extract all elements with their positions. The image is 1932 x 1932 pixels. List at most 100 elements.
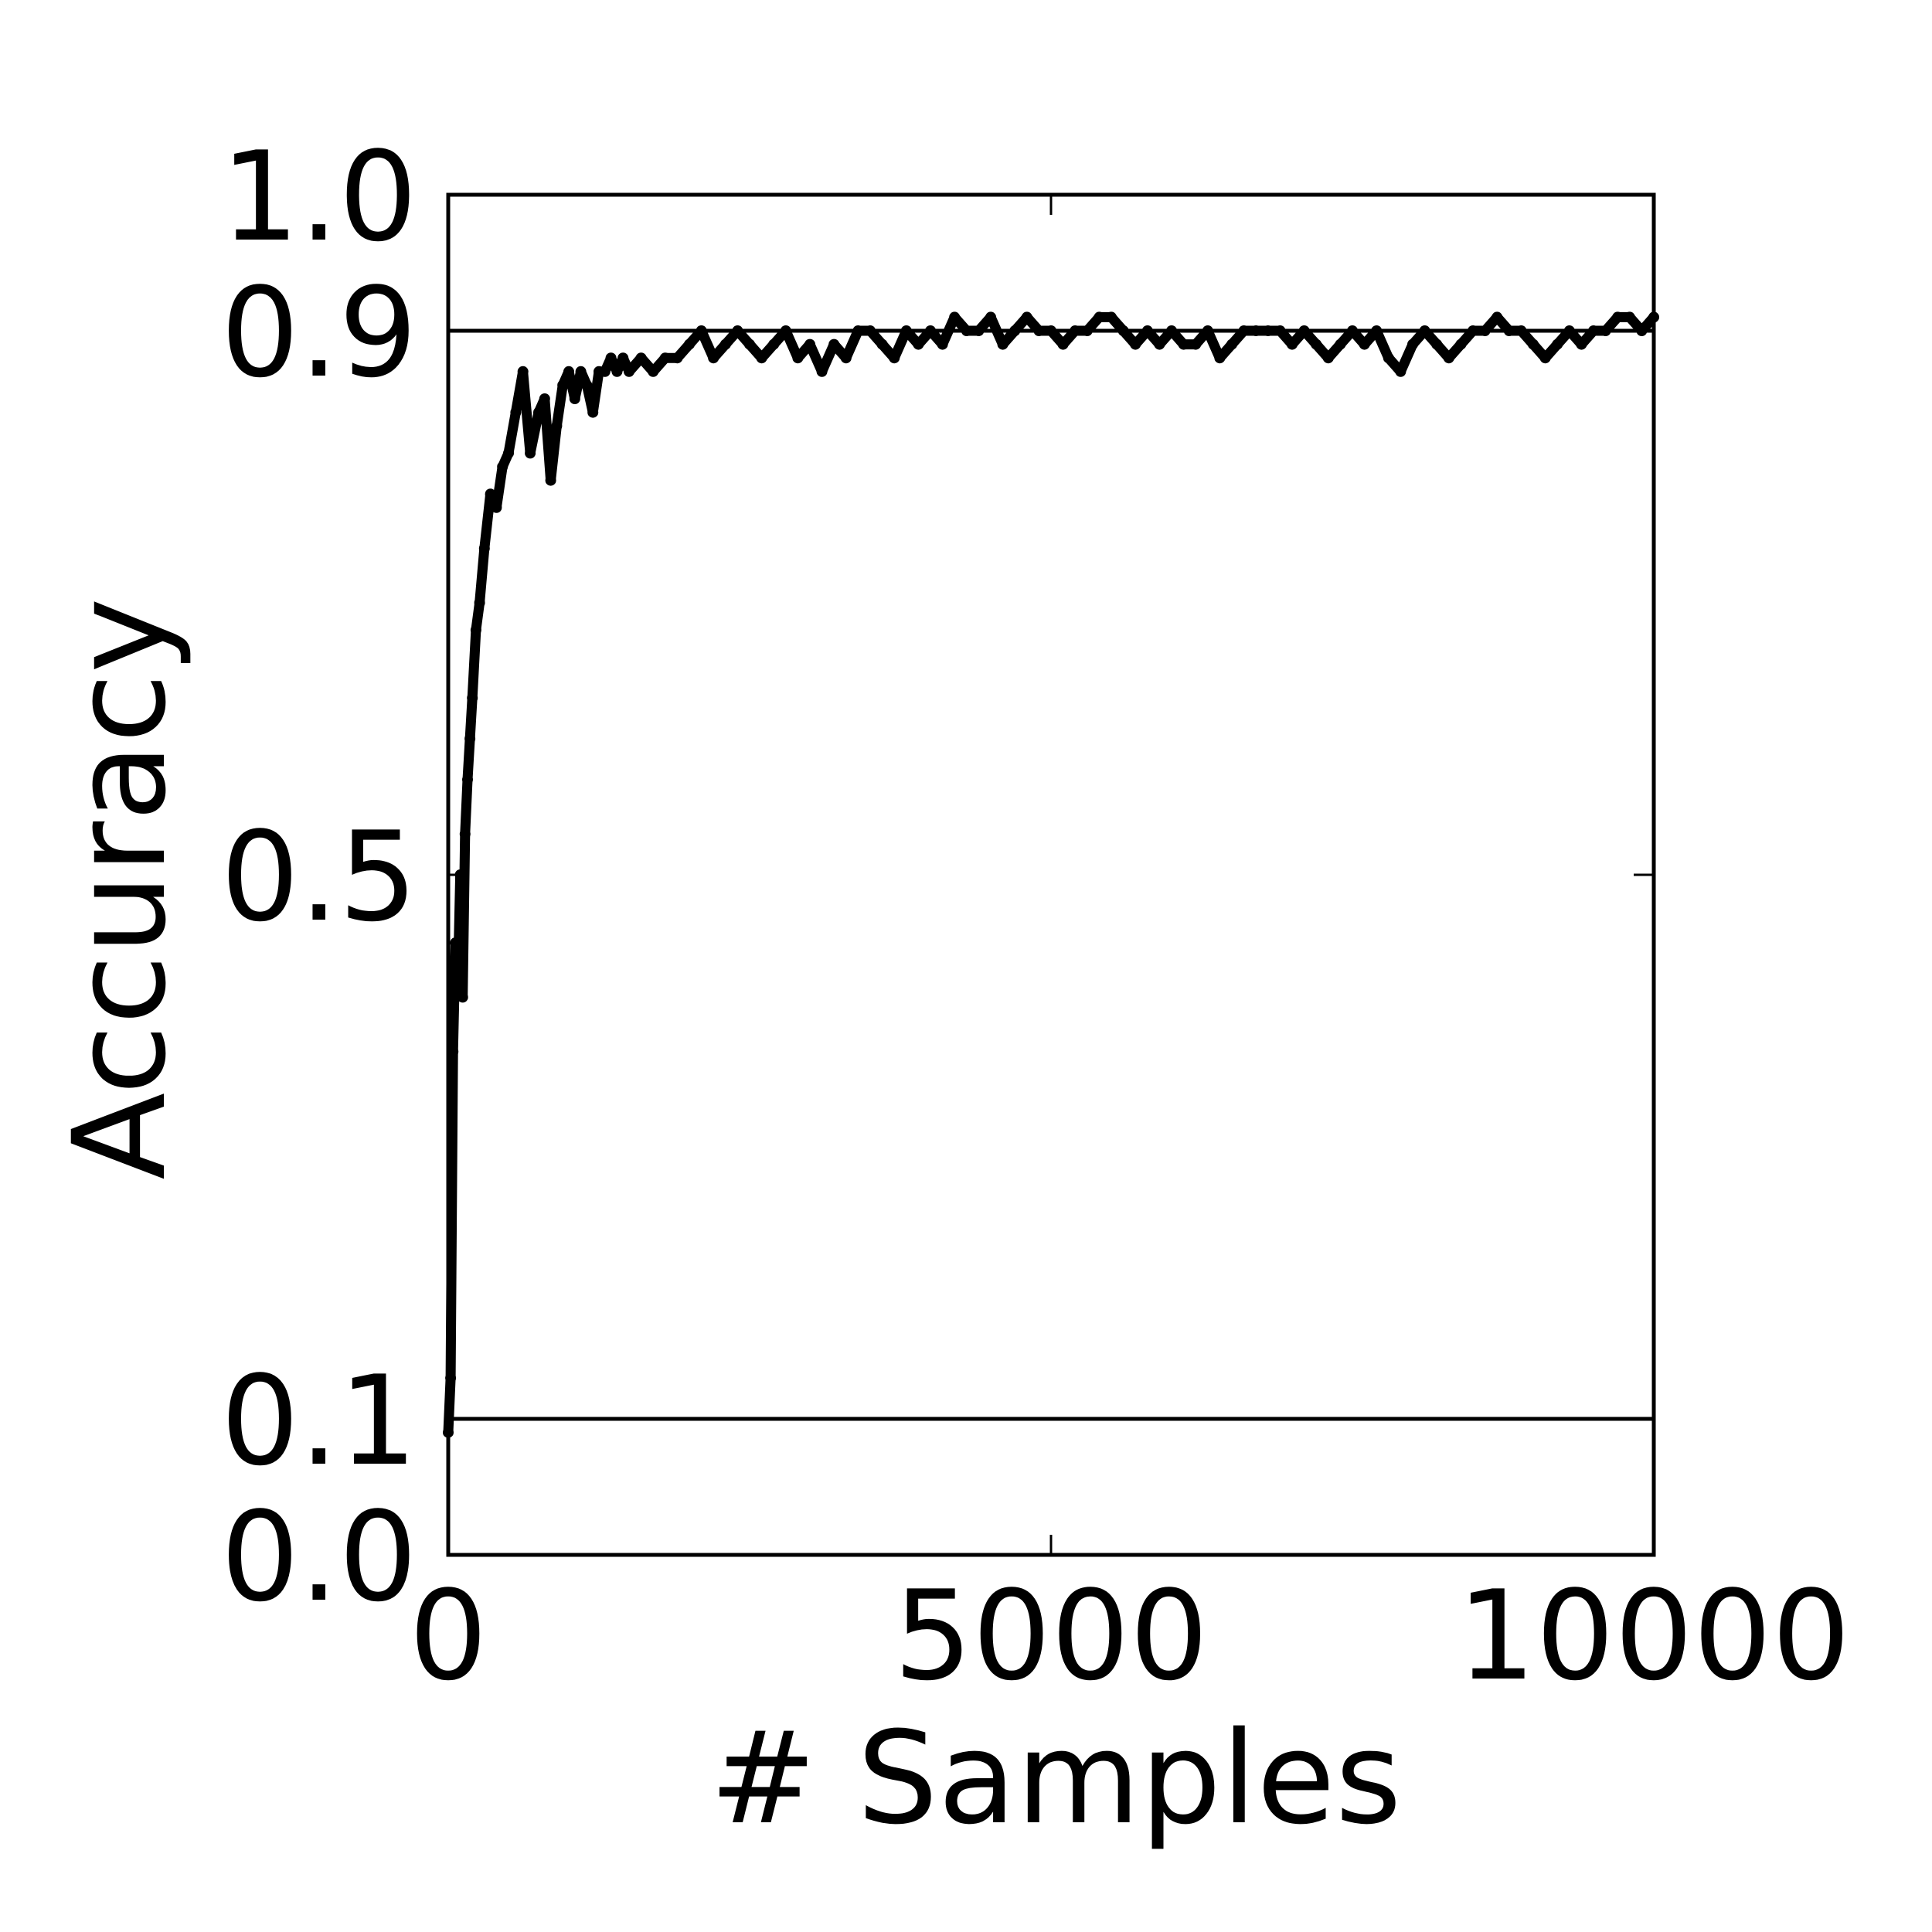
- series-point: [1033, 325, 1045, 336]
- series-point: [1046, 325, 1056, 336]
- x-tick-label: 5000: [893, 1563, 1208, 1708]
- x-axis-label: # Samples: [709, 1704, 1401, 1852]
- series-point: [1202, 325, 1213, 336]
- series-point: [732, 325, 743, 336]
- series-point: [1588, 325, 1599, 336]
- series-point: [744, 338, 755, 350]
- series-point: [1347, 325, 1358, 336]
- series-point: [485, 488, 496, 500]
- series-point: [450, 937, 461, 948]
- series-point: [457, 992, 468, 1003]
- series-point: [1443, 352, 1454, 364]
- series-point: [1130, 338, 1141, 350]
- series-point: [828, 338, 840, 350]
- series-point: [840, 352, 852, 364]
- series-point: [1395, 366, 1406, 377]
- series-point: [447, 1046, 459, 1057]
- series-point: [1383, 352, 1394, 364]
- series-point: [1612, 311, 1624, 323]
- series-point: [648, 366, 659, 377]
- y-tick-label: 0.0: [221, 1485, 417, 1629]
- series-point: [1492, 311, 1503, 323]
- series-point: [1552, 338, 1563, 350]
- series-point: [997, 338, 1009, 350]
- x-tick-label: 0: [409, 1563, 488, 1708]
- series-point: [1624, 311, 1635, 323]
- series-point: [1238, 325, 1250, 336]
- series-point: [1178, 338, 1189, 350]
- tick-labels: 0 5000 10000 0.00.1 0.5 0.91.0: [221, 124, 1851, 1708]
- series-point: [1371, 325, 1383, 336]
- y-tick-label: 0.9: [221, 260, 417, 405]
- series-point: [503, 447, 514, 459]
- series-point: [1070, 325, 1081, 336]
- series-point: [1431, 338, 1443, 350]
- series-point: [464, 733, 476, 744]
- plot-border: [446, 192, 1656, 1557]
- series-point: [1515, 325, 1527, 336]
- series-point: [889, 352, 900, 364]
- series-point: [925, 325, 936, 336]
- series-point: [1298, 325, 1310, 336]
- series-point: [474, 597, 485, 608]
- series-point: [459, 828, 471, 840]
- series-point: [1539, 352, 1551, 364]
- series-point: [1009, 325, 1021, 336]
- y-tick-label: 1.0: [221, 124, 417, 269]
- series-point: [1419, 325, 1430, 336]
- series-point: [452, 978, 464, 989]
- series-point: [557, 379, 569, 391]
- series-point: [1479, 325, 1491, 336]
- series-point: [1250, 325, 1262, 336]
- series-point: [865, 325, 876, 336]
- series-point: [587, 406, 599, 418]
- series-point: [792, 352, 804, 364]
- series-point: [1455, 338, 1467, 350]
- series-point: [973, 325, 985, 336]
- series-point: [684, 338, 695, 350]
- series-point: [949, 311, 961, 323]
- series-point: [599, 366, 611, 377]
- series-point: [1503, 325, 1515, 336]
- y-axis-label: Accuracy: [46, 597, 194, 1179]
- series-point: [551, 420, 563, 432]
- series-point: [497, 461, 509, 472]
- series-point: [985, 311, 996, 323]
- series-point: [470, 624, 481, 636]
- series-point: [611, 366, 623, 377]
- series-point: [937, 338, 948, 350]
- series-point: [617, 352, 629, 364]
- series-point: [1576, 338, 1587, 350]
- series-point: [804, 338, 815, 350]
- series-point: [1407, 338, 1418, 350]
- series-point: [780, 325, 791, 336]
- series-point: [1262, 325, 1274, 336]
- series-point: [1154, 338, 1165, 350]
- x-tick-label: 10000: [1458, 1563, 1851, 1708]
- series-point: [1214, 352, 1226, 364]
- series-line-0: [443, 311, 1659, 1438]
- series-point: [575, 366, 587, 377]
- series-point: [768, 338, 780, 350]
- series-point: [1081, 325, 1093, 336]
- series-point: [961, 325, 972, 336]
- y-tick-label: 0.5: [221, 804, 417, 949]
- series-point: [672, 352, 683, 364]
- series-layer: [443, 311, 1659, 1438]
- series-point: [539, 393, 550, 404]
- series-point: [913, 338, 924, 350]
- series-point: [696, 325, 707, 336]
- series-point: [478, 543, 490, 554]
- y-tick-label: 0.1: [221, 1349, 417, 1493]
- series-point: [1057, 338, 1069, 350]
- series-point: [533, 406, 544, 418]
- axis-ticks: [447, 193, 1655, 1556]
- series-point: [659, 352, 671, 364]
- series-point: [635, 352, 647, 364]
- series-point: [708, 352, 719, 364]
- series-point: [1600, 325, 1611, 336]
- series-point: [1117, 325, 1129, 336]
- series-point: [1190, 338, 1202, 350]
